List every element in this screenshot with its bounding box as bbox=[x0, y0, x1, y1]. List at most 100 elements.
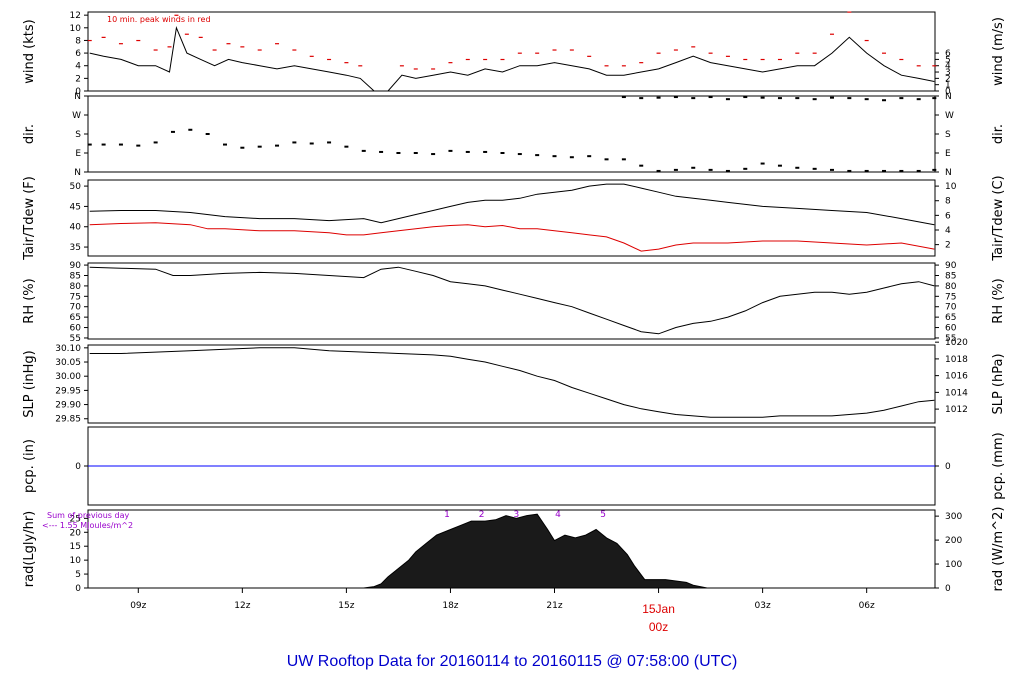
wind-peak-mark bbox=[604, 65, 609, 67]
wind-peak-mark bbox=[535, 52, 540, 54]
wind-peak-mark bbox=[465, 58, 470, 61]
dir-point bbox=[656, 96, 661, 99]
rh-left-tick-label: 65 bbox=[70, 313, 81, 323]
slp-SLP-line bbox=[89, 347, 935, 418]
rh-left-tick-label: 55 bbox=[70, 334, 81, 344]
rh-left-tick-label: 80 bbox=[70, 282, 82, 292]
rh-left-tick-label: 90 bbox=[70, 261, 82, 271]
wind-peak-mark bbox=[656, 52, 661, 54]
temp-right-tick-label: 4 bbox=[945, 226, 951, 236]
wind-peak-mark bbox=[101, 36, 106, 38]
dir-point bbox=[777, 164, 782, 167]
rad-sun-marker: 3 bbox=[513, 510, 519, 520]
dir-point bbox=[604, 158, 609, 161]
slp-right-tick-label: 1012 bbox=[945, 405, 968, 415]
rad-sun-marker: 4 bbox=[555, 510, 561, 520]
wind-peak-mark bbox=[899, 58, 904, 61]
wind-peak-mark bbox=[882, 52, 887, 54]
dir-point bbox=[691, 166, 696, 169]
dir-point bbox=[760, 96, 765, 99]
dir-point bbox=[916, 169, 921, 172]
slp-left-tick-label: 30.05 bbox=[55, 358, 81, 368]
wind-left-tick-label: 12 bbox=[70, 11, 81, 21]
dir-point bbox=[916, 98, 921, 101]
dir-point bbox=[257, 145, 262, 148]
rad-ylabel-left: rad(Lgly/hr) bbox=[22, 511, 37, 587]
wind-left-tick-label: 2 bbox=[75, 74, 81, 84]
rh-left-tick-label: 85 bbox=[70, 271, 81, 281]
dir-point bbox=[639, 164, 644, 167]
temp-right-tick-label: 6 bbox=[945, 211, 951, 221]
dir-point bbox=[535, 154, 540, 157]
rad-left-tick-label: 5 bbox=[75, 570, 81, 580]
wind-peak-mark bbox=[760, 58, 765, 61]
dir-point bbox=[673, 168, 678, 171]
dir-point bbox=[899, 169, 904, 172]
rad-annotation-line: Sum of previous day bbox=[47, 511, 129, 520]
wind-peak-mark bbox=[275, 43, 280, 45]
dir-point bbox=[205, 133, 210, 135]
dir-point bbox=[292, 141, 297, 144]
temp-left-tick-label: 35 bbox=[70, 243, 81, 253]
wind-peak-mark bbox=[932, 65, 937, 67]
dir-right-tick-label: S bbox=[945, 130, 951, 140]
wind-peak-mark bbox=[708, 52, 713, 54]
dir-point bbox=[413, 152, 418, 154]
rh-right-tick-label: 65 bbox=[945, 313, 956, 323]
rad-area bbox=[363, 513, 708, 589]
x-tick-label: 21z bbox=[546, 601, 562, 611]
wind-peak-mark bbox=[240, 46, 245, 48]
dir-point bbox=[621, 158, 626, 161]
dir-point bbox=[725, 169, 730, 172]
temp-left-tick-label: 50 bbox=[70, 182, 82, 192]
chart-title: UW Rooftop Data for 20160114 to 20160115… bbox=[287, 653, 738, 670]
wind-right-tick-label: 1 bbox=[945, 81, 951, 91]
dir-point bbox=[188, 128, 193, 131]
slp-right-tick-label: 1014 bbox=[945, 388, 968, 398]
slp-left-tick-label: 29.85 bbox=[55, 415, 81, 425]
rad-ylabel-right: rad (W/m^2) bbox=[991, 507, 1006, 592]
temp-Tdew-line bbox=[89, 222, 935, 252]
dir-point bbox=[309, 142, 314, 145]
dir-point bbox=[639, 97, 644, 100]
wind-peak-mark bbox=[916, 65, 921, 67]
wind-peak-mark bbox=[198, 36, 203, 38]
wind-wind-line bbox=[89, 25, 935, 92]
dir-point bbox=[136, 144, 141, 147]
slp-panel: 29.85 29.90 29.95 30.00 30.05 30.10 1012 1014 10… bbox=[22, 338, 1006, 425]
dir-right-tick-label: N bbox=[945, 168, 952, 178]
wind-ylabel-right: wind (m/s) bbox=[991, 17, 1006, 86]
wind-right-tick-label: 5 bbox=[945, 55, 951, 65]
dir-point bbox=[760, 162, 765, 165]
dir-point bbox=[517, 153, 522, 156]
wind-annotation: 10 min. peak winds in red bbox=[107, 15, 211, 24]
wind-peak-mark bbox=[812, 52, 817, 54]
rh-left-tick-label: 75 bbox=[70, 292, 81, 302]
wind-peak-mark bbox=[569, 49, 574, 51]
rh-right-tick-label: 85 bbox=[945, 271, 956, 281]
x-tick-label: 06z bbox=[859, 601, 875, 611]
wind-frame bbox=[87, 11, 936, 92]
temp-right-tick-label: 8 bbox=[945, 197, 951, 207]
wind-peak-mark bbox=[153, 49, 158, 51]
rh-right-tick-label: 60 bbox=[945, 324, 957, 334]
wind-left-tick-label: 10 bbox=[70, 24, 82, 34]
dir-point bbox=[448, 149, 453, 152]
dir-point bbox=[812, 167, 817, 170]
wind-peak-mark bbox=[257, 49, 262, 51]
dir-point bbox=[777, 97, 782, 100]
rad-left-tick-label: 25 bbox=[70, 514, 81, 524]
dir-point bbox=[569, 156, 574, 159]
wind-ylabel-left: wind (kts) bbox=[22, 19, 37, 83]
rad-right-tick-label: 300 bbox=[945, 512, 962, 522]
dir-point bbox=[691, 97, 696, 100]
wind-peak-mark bbox=[344, 62, 349, 64]
slp-ylabel-right: SLP (hPa) bbox=[991, 353, 1006, 414]
dir-point bbox=[932, 97, 937, 100]
dir-right-tick-label: W bbox=[945, 111, 954, 121]
slp-left-tick-label: 29.95 bbox=[55, 386, 81, 396]
